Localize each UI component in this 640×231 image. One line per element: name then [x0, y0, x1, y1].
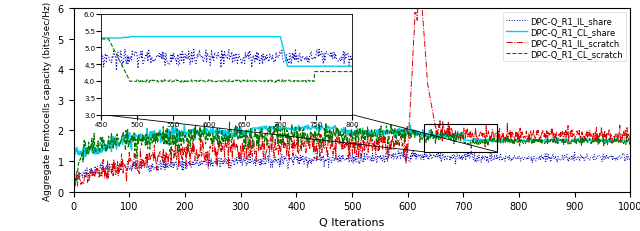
DPC-Q_R1_IL_scratch — [505, 132, 513, 134]
Line: DPC-Q_R1_IL_scratch: DPC-Q_R1_IL_scratch — [74, 9, 630, 186]
Line: DPC-Q_R1_CL_scratch: DPC-Q_R1_CL_scratch — [74, 122, 630, 188]
DPC-Q_R1_CL_scratch — [296, 125, 303, 128]
DPC-Q_R1_IL_share — [127, 170, 135, 173]
DPC-Q_R1_CL_share — [80, 157, 88, 160]
X-axis label: Q Iterations: Q Iterations — [319, 217, 385, 227]
DPC-Q_R1_IL_share — [385, 148, 392, 151]
DPC-Q_R1_IL_scratch — [316, 155, 324, 158]
DPC-Q_R1_IL_share — [505, 159, 513, 161]
DPC-Q_R1_IL_scratch — [453, 136, 461, 139]
DPC-Q_R1_CL_scratch — [453, 134, 461, 137]
Y-axis label: Aggregate Femtocells capacity (bits/sec/Hz): Aggregate Femtocells capacity (bits/sec/… — [43, 1, 52, 200]
DPC-Q_R1_CL_scratch — [127, 138, 135, 140]
DPC-Q_R1_IL_scratch — [127, 159, 135, 161]
DPC-Q_R1_IL_share — [453, 153, 461, 155]
Line: DPC-Q_R1_CL_share: DPC-Q_R1_CL_share — [74, 125, 630, 158]
DPC-Q_R1_CL_scratch — [316, 149, 324, 152]
DPC-Q_R1_IL_share — [515, 155, 523, 158]
DPC-Q_R1_IL_share — [316, 155, 324, 158]
DPC-Q_R1_CL_share — [70, 148, 78, 151]
DPC-Q_R1_CL_share — [127, 149, 135, 152]
DPC-Q_R1_IL_scratch — [415, 8, 422, 11]
DPC-Q_R1_IL_share — [74, 178, 82, 181]
DPC-Q_R1_IL_scratch — [515, 142, 523, 145]
DPC-Q_R1_CL_share — [627, 138, 634, 141]
DPC-Q_R1_CL_share — [316, 129, 324, 132]
DPC-Q_R1_IL_share — [627, 158, 634, 161]
Bar — [424, 125, 497, 152]
DPC-Q_R1_CL_scratch — [226, 121, 234, 124]
DPC-Q_R1_IL_scratch — [627, 132, 634, 135]
Line: DPC-Q_R1_IL_share: DPC-Q_R1_IL_share — [74, 150, 630, 180]
DPC-Q_R1_IL_scratch — [296, 149, 303, 152]
DPC-Q_R1_CL_scratch — [515, 141, 522, 143]
DPC-Q_R1_IL_share — [296, 163, 303, 166]
DPC-Q_R1_IL_scratch — [74, 185, 81, 188]
DPC-Q_R1_CL_share — [453, 134, 461, 137]
DPC-Q_R1_CL_share — [296, 126, 303, 129]
DPC-Q_R1_CL_scratch — [627, 139, 634, 142]
DPC-Q_R1_IL_scratch — [70, 182, 78, 184]
DPC-Q_R1_CL_scratch — [70, 186, 78, 189]
DPC-Q_R1_CL_scratch — [504, 140, 512, 142]
Legend: DPC-Q_R1_IL_share, DPC-Q_R1_CL_share, DPC-Q_R1_IL_scratch, DPC-Q_R1_CL_scratch: DPC-Q_R1_IL_share, DPC-Q_R1_CL_share, DP… — [503, 13, 626, 62]
DPC-Q_R1_CL_share — [316, 123, 323, 126]
DPC-Q_R1_CL_share — [505, 140, 513, 142]
DPC-Q_R1_CL_share — [515, 139, 523, 142]
DPC-Q_R1_IL_share — [70, 171, 78, 174]
